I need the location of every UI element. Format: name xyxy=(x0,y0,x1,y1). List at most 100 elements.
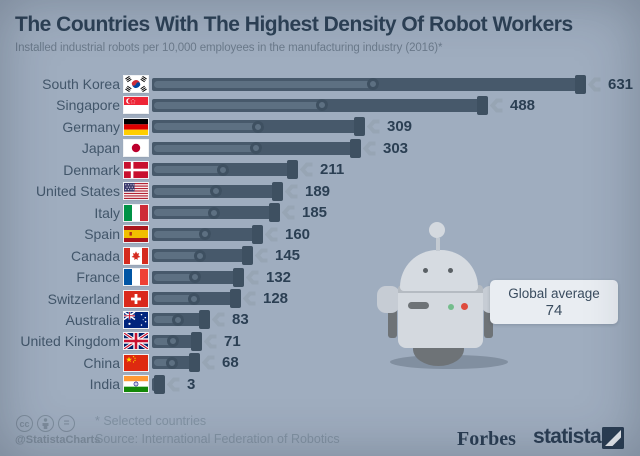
statista-logo-icon xyxy=(602,427,624,454)
country-label: South Korea xyxy=(42,76,120,92)
flag-ch-icon xyxy=(124,290,148,307)
flag-gb-icon xyxy=(124,333,148,350)
chart-row: Spain 160 xyxy=(0,224,310,244)
no-derivatives-icon: = xyxy=(58,415,75,432)
chart-row: Canada 145 xyxy=(0,246,300,266)
country-label: Australia xyxy=(65,311,120,328)
statista-charts-handle: @StatistaCharts xyxy=(15,434,101,446)
robot-arm-bar xyxy=(152,267,244,287)
gripper-claw-icon xyxy=(204,334,217,349)
robot-arm-bar xyxy=(152,117,365,137)
gripper-claw-icon xyxy=(363,141,376,156)
robot-eye-left xyxy=(423,268,428,273)
footnote: * Selected countries xyxy=(95,414,207,428)
bar-value: 71 xyxy=(224,332,241,350)
robot-leg-left xyxy=(388,308,397,338)
bar-value: 189 xyxy=(305,182,331,200)
gripper-claw-icon xyxy=(202,355,215,370)
bar-value: 488 xyxy=(510,96,536,114)
robot-arm-bar xyxy=(152,331,202,351)
robot-arm-bar xyxy=(152,74,586,94)
country-label: Germany xyxy=(62,118,120,135)
robot-mouth-slot xyxy=(408,302,429,309)
chart-row: Italy 185 xyxy=(0,203,327,223)
chart-row: Denmark 211 xyxy=(0,160,344,180)
robot-arm-bar xyxy=(152,224,263,244)
bar-value: 83 xyxy=(232,311,249,329)
chart-row: China 68 xyxy=(0,353,239,373)
bar-value: 128 xyxy=(263,290,289,307)
gripper-claw-icon xyxy=(265,227,278,242)
chart-row: Japan 303 xyxy=(0,138,408,158)
chart-subtitle: Installed industrial robots per 10,000 e… xyxy=(15,42,443,54)
country-label: United Kingdom xyxy=(20,333,120,350)
gripper-claw-icon xyxy=(282,205,295,220)
gripper-claw-icon xyxy=(367,119,380,134)
robot-arm-bar xyxy=(152,138,361,158)
global-average-value: 74 xyxy=(545,301,563,319)
chart-row: Germany 309 xyxy=(0,117,412,137)
flag-fr-icon xyxy=(124,269,148,286)
source-credit: Source: International Federation of Robo… xyxy=(95,432,340,446)
global-average-bubble: Global average 74 xyxy=(490,280,618,324)
robot-arm-bar xyxy=(152,310,210,330)
flag-us-icon xyxy=(124,183,148,200)
global-average-label: Global average xyxy=(508,285,600,301)
country-label: Japan xyxy=(81,140,120,157)
gripper-claw-icon xyxy=(285,184,298,199)
flag-sg-icon xyxy=(124,97,148,114)
bar-value: 631 xyxy=(608,75,634,93)
country-label: Italy xyxy=(94,204,120,221)
flag-kr-icon xyxy=(124,76,148,92)
gripper-claw-icon xyxy=(212,312,225,327)
chart-row: Singapore 488 xyxy=(0,95,535,115)
bar-value: 211 xyxy=(320,161,345,179)
robot-antenna-stem xyxy=(436,238,440,251)
robot-arm-bar xyxy=(152,374,165,394)
statista-wordmark: statista xyxy=(533,425,602,448)
flag-cn-icon xyxy=(124,354,148,371)
robot-eye-right xyxy=(448,268,453,273)
bar-value: 132 xyxy=(266,268,292,286)
flag-de-icon xyxy=(124,118,148,135)
robot-arm-bar xyxy=(152,181,283,201)
chart-title: The Countries With The Highest Density O… xyxy=(15,13,573,36)
robot-antenna-ball xyxy=(429,222,445,238)
bar-value: 145 xyxy=(275,247,301,265)
bar-value: 303 xyxy=(383,139,409,157)
robot-arm-bar xyxy=(152,289,241,308)
country-label: India xyxy=(89,376,120,393)
gripper-claw-icon xyxy=(588,77,601,91)
chart-row: Australia 83 xyxy=(0,310,249,330)
flag-ca-icon xyxy=(124,247,148,264)
country-label: Denmark xyxy=(63,161,120,178)
robot-arm-bar xyxy=(152,160,298,180)
country-label: France xyxy=(76,269,120,286)
gripper-claw-icon xyxy=(243,291,256,306)
gripper-claw-icon xyxy=(167,377,180,392)
gripper-claw-icon xyxy=(300,162,313,177)
robot-arm-left xyxy=(377,286,400,313)
cc-icon: cc xyxy=(16,415,33,432)
bar-value: 3 xyxy=(187,375,196,393)
country-label: Spain xyxy=(84,226,120,243)
robot-arm-bar xyxy=(152,353,200,373)
chart-row: United States 189 xyxy=(0,181,330,201)
bar-value: 309 xyxy=(387,118,413,136)
country-label: Switzerland xyxy=(47,290,120,307)
robot-body xyxy=(398,285,483,348)
robot-head xyxy=(400,250,478,291)
flag-au-icon xyxy=(124,311,148,328)
bar-value: 160 xyxy=(285,225,311,243)
gripper-claw-icon xyxy=(246,270,259,285)
chart-row: India 3 xyxy=(0,374,195,394)
forbes-logo: Forbes xyxy=(457,428,516,450)
country-label: Canada xyxy=(70,247,120,264)
chart-row: South Korea 631 xyxy=(0,74,633,94)
chart-row: United Kingdom 71 xyxy=(0,331,241,351)
country-label: United States xyxy=(35,183,120,200)
bar-value: 185 xyxy=(302,204,328,222)
chart-row: Switzerland 128 xyxy=(0,289,288,309)
country-label: China xyxy=(83,354,120,371)
